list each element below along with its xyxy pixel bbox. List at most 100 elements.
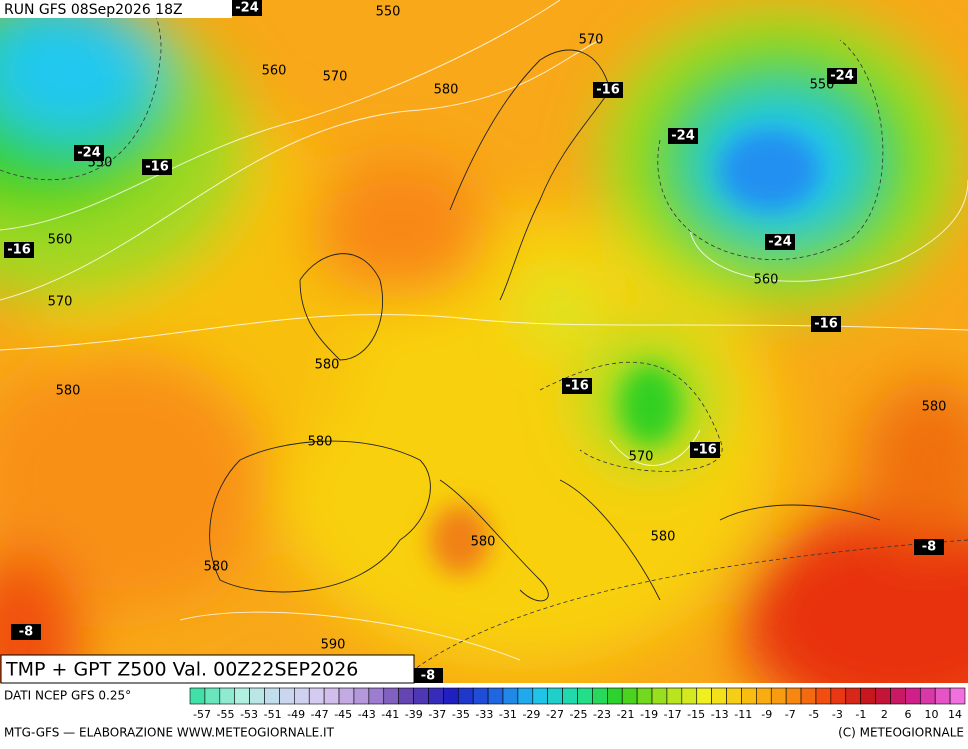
scale-swatch: [294, 687, 310, 705]
title-box: [0, 654, 415, 684]
scale-swatch: [219, 687, 236, 705]
scale-label: -17: [664, 708, 682, 721]
height-label: 570: [48, 295, 73, 310]
scale-swatch: [532, 687, 548, 705]
scale-label: -9: [761, 708, 772, 721]
height-label: 580: [56, 384, 81, 399]
height-label: 580: [922, 400, 947, 415]
scale-swatch: [934, 687, 951, 705]
temp-label-box: [142, 159, 172, 175]
scale-label: -51: [264, 708, 282, 721]
scale-swatch: [860, 687, 876, 705]
coastlines: [209, 49, 881, 602]
scale-label: -19: [640, 708, 658, 721]
scale-label: -47: [311, 708, 329, 721]
scale-swatch: [457, 687, 474, 705]
scale-label: -43: [358, 708, 376, 721]
scale-swatch: [756, 687, 772, 705]
temp-label-box: [811, 316, 841, 332]
temp-label-box: [562, 378, 592, 394]
height-label: 580: [434, 83, 459, 98]
height-label: 580: [204, 560, 229, 575]
scale-swatch: [621, 687, 638, 705]
height-label: 560: [262, 64, 287, 79]
scale-swatch: [472, 687, 489, 705]
scale-swatch: [323, 687, 340, 705]
scale-label: -35: [452, 708, 470, 721]
temp-label: -16: [565, 379, 589, 394]
scale-label: -13: [711, 708, 729, 721]
scale-swatch: [487, 687, 504, 705]
scale-label: -1: [855, 708, 866, 721]
scale-label: -21: [617, 708, 635, 721]
temp-label-box: [11, 624, 41, 640]
footer-left: MTG-GFS — ELABORAZIONE WWW.METEOGIORNALE…: [4, 726, 335, 740]
temp-label: -24: [768, 235, 792, 250]
scale-label: -3: [832, 708, 843, 721]
temp-label-box: [827, 68, 857, 84]
scale-swatch: [770, 687, 787, 705]
scale-label: 10: [924, 708, 938, 721]
scale-swatch: [338, 687, 355, 705]
temp-label-box: [668, 128, 698, 144]
scale-swatch: [502, 687, 519, 705]
height-label: 580: [315, 358, 340, 373]
temp-label: -8: [922, 540, 936, 555]
height-label: 550: [376, 5, 401, 20]
scale-label: -45: [334, 708, 352, 721]
scale-swatch: [919, 687, 936, 705]
scale-label: -53: [240, 708, 258, 721]
temp-label: -16: [693, 443, 717, 458]
scale-swatch: [830, 687, 847, 705]
scale-swatch: [428, 687, 444, 705]
scale-label: -25: [570, 708, 588, 721]
temp-label: -16: [145, 160, 169, 175]
header-box: [0, 0, 232, 18]
scale-label: 14: [948, 708, 962, 721]
temp-label: -16: [814, 317, 838, 332]
scale-label: -31: [499, 708, 517, 721]
scale-swatch: [741, 687, 757, 705]
scale-label: -49: [287, 708, 305, 721]
height-label: 580: [308, 435, 333, 450]
scale-label: -57: [193, 708, 211, 721]
scale-swatch: [517, 687, 534, 705]
scale-swatch: [353, 687, 370, 705]
scale-swatch: [562, 687, 578, 705]
scale-swatch: [398, 687, 414, 705]
scale-label: -11: [734, 708, 752, 721]
scale-swatch: [368, 687, 385, 705]
map-field: [0, 0, 968, 683]
scale-swatch: [785, 687, 802, 705]
data-source: DATI NCEP GFS 0.25°: [4, 689, 131, 703]
scale-label: -33: [475, 708, 493, 721]
height-label: 570: [629, 450, 654, 465]
scale-swatch: [696, 687, 712, 705]
scale-label: -37: [428, 708, 446, 721]
temp-label-box: [690, 442, 720, 458]
run-info: RUN GFS 08Sep2026 18Z: [4, 2, 183, 18]
scale-swatch: [383, 687, 399, 705]
scale-swatch: [726, 687, 742, 705]
scale-swatch: [607, 687, 623, 705]
temp-label-box: [593, 82, 623, 98]
temp-label-box: [413, 668, 443, 684]
scale-swatch: [308, 687, 325, 705]
temp-label: -24: [830, 69, 854, 84]
scale-swatch: [651, 687, 668, 705]
scale-swatch: [711, 687, 727, 705]
scale-swatch: [234, 687, 250, 705]
temp-label-box: [74, 145, 104, 161]
scale-swatch: [815, 687, 832, 705]
temp-label: -24: [77, 146, 101, 161]
map-title: TMP + GPT Z500 Val. 00Z22SEP2026: [5, 659, 358, 681]
height-label: 570: [579, 33, 604, 48]
scale-label: -5: [808, 708, 819, 721]
temp-label-box: [914, 539, 944, 555]
scale-swatch: [845, 687, 861, 705]
scale-swatch: [636, 687, 653, 705]
scale-swatch: [443, 687, 459, 705]
scale-swatch: [905, 687, 921, 705]
